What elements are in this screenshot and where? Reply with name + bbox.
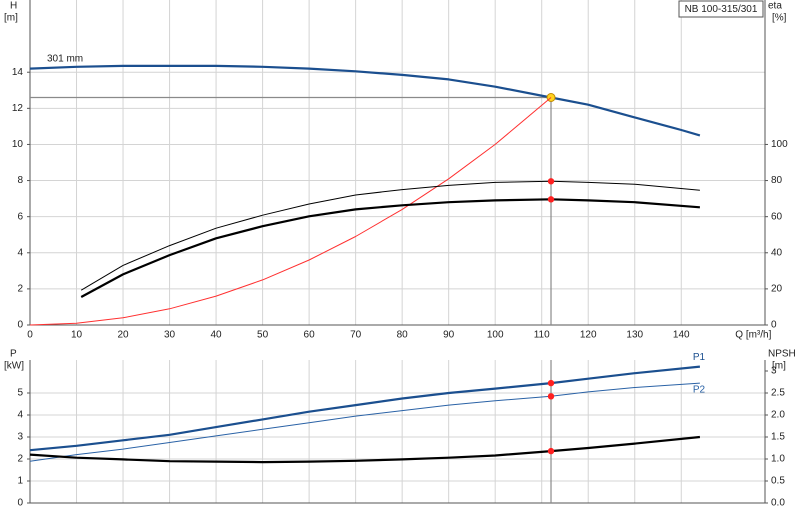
operating-point-marker	[547, 379, 555, 387]
y2-tick-label: 2.0	[771, 410, 785, 421]
y-tick-label: 2	[17, 284, 23, 295]
x-tick-label: 90	[443, 330, 455, 341]
operating-point-marker	[547, 447, 555, 455]
y2-tick-label: 3	[771, 366, 777, 377]
y-tick-label: 0	[17, 498, 23, 509]
y-tick-label: 5	[17, 388, 23, 399]
y-tick-label: 4	[17, 410, 23, 421]
x-tick-label: 110	[534, 330, 550, 341]
x-tick-label: 40	[211, 330, 223, 341]
operating-point-marker	[547, 393, 555, 400]
operating-point-marker	[547, 196, 555, 203]
series-line	[29, 435, 701, 464]
series-line	[29, 97, 552, 326]
x-tick-label: 140	[673, 330, 690, 341]
x-tick-label: 100	[487, 330, 504, 341]
y2-tick-label: 0.5	[771, 476, 785, 487]
chart-title: NB 100-315/301	[685, 4, 758, 15]
x-tick-label: 0	[27, 330, 33, 341]
y2-tick-label: 60	[771, 211, 783, 222]
y-axis-unit: [kW]	[4, 361, 24, 372]
operating-point-marker	[547, 178, 555, 185]
y2-tick-label: 2.5	[771, 388, 785, 399]
y2-tick-label: 100	[771, 139, 788, 150]
x-tick-label: 10	[71, 330, 83, 341]
y-axis-unit: [m]	[4, 13, 18, 24]
series-line	[80, 180, 700, 291]
y-tick-label: 2	[17, 454, 23, 465]
y-tick-label: 0	[17, 320, 23, 331]
x-tick-label: 80	[397, 330, 409, 341]
x-tick-label: 70	[350, 330, 362, 341]
y2-tick-label: 0.0	[771, 498, 785, 509]
series-line	[29, 365, 701, 452]
y2-axis-title: NPSH	[768, 349, 796, 360]
y-tick-label: 12	[12, 103, 24, 114]
x-tick-label: 130	[626, 330, 643, 341]
y2-tick-label: 80	[771, 175, 783, 186]
y-tick-label: 4	[17, 247, 23, 258]
y2-tick-label: 40	[771, 247, 783, 258]
x-axis-title: Q [m³/h]	[735, 330, 771, 341]
series-line	[29, 382, 700, 462]
y-axis-title: H	[10, 1, 17, 12]
y2-axis-unit: [%]	[772, 13, 787, 24]
series-label: P2	[693, 385, 706, 396]
x-tick-label: 120	[580, 330, 597, 341]
y2-axis-title: eta	[768, 1, 782, 12]
series-line	[29, 64, 701, 137]
series-label: 301 mm	[47, 53, 83, 64]
y-tick-label: 14	[12, 67, 24, 78]
x-tick-label: 20	[117, 330, 129, 341]
y2-axis-unit: [m]	[772, 361, 786, 372]
y-tick-label: 10	[12, 139, 24, 150]
title-box	[678, 0, 764, 18]
y2-tick-label: 0	[771, 320, 777, 331]
y-tick-label: 1	[17, 476, 23, 487]
x-tick-label: 30	[164, 330, 176, 341]
y-axis-title: P	[10, 349, 17, 360]
y2-tick-label: 1.5	[771, 432, 785, 443]
series-line	[80, 198, 700, 298]
y2-tick-label: 20	[771, 284, 783, 295]
y2-tick-label: 1.0	[771, 454, 785, 465]
y-tick-label: 3	[17, 432, 23, 443]
x-tick-label: 50	[257, 330, 269, 341]
y-tick-label: 6	[17, 211, 23, 222]
y-tick-label: 8	[17, 175, 23, 186]
series-label: P1	[693, 352, 706, 363]
x-tick-label: 60	[304, 330, 316, 341]
